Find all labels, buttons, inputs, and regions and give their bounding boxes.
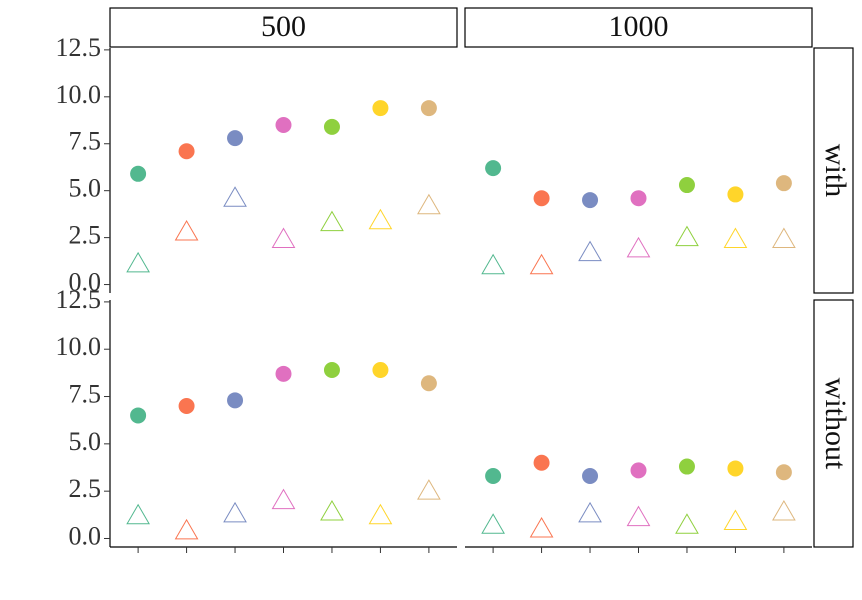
point xyxy=(582,192,599,209)
point xyxy=(533,454,550,471)
point xyxy=(723,227,748,248)
point xyxy=(126,251,150,273)
point xyxy=(481,253,505,275)
point xyxy=(126,503,150,525)
point xyxy=(675,513,699,534)
point xyxy=(529,517,554,538)
point xyxy=(420,100,437,117)
point xyxy=(275,116,292,133)
y-tick-label: 2.5 xyxy=(69,221,102,250)
point xyxy=(630,190,647,207)
point xyxy=(372,100,389,117)
point xyxy=(368,208,393,230)
point xyxy=(174,219,199,241)
y-tick-label: 0.0 xyxy=(69,268,102,297)
point xyxy=(275,365,292,382)
point xyxy=(417,193,441,215)
y-tick-label: 7.5 xyxy=(69,127,102,156)
strip xyxy=(813,299,854,548)
point xyxy=(320,210,344,232)
point xyxy=(323,118,340,135)
point xyxy=(320,499,344,521)
point xyxy=(582,468,599,485)
point xyxy=(626,236,651,258)
point xyxy=(678,458,695,475)
point xyxy=(630,462,647,479)
point xyxy=(223,186,247,207)
y-tick-label: 5.0 xyxy=(69,174,102,203)
y-tick-label: 12.5 xyxy=(56,33,102,62)
point xyxy=(772,499,796,521)
strip xyxy=(109,7,458,48)
point xyxy=(174,518,199,540)
point xyxy=(417,479,441,500)
point xyxy=(227,392,244,409)
point xyxy=(178,397,195,414)
point xyxy=(626,505,651,527)
point xyxy=(529,253,554,275)
strip xyxy=(464,7,813,48)
y-tick-label: 10.0 xyxy=(56,332,102,361)
point xyxy=(227,130,244,147)
point xyxy=(485,468,502,485)
point xyxy=(130,407,147,424)
point xyxy=(372,362,389,379)
point xyxy=(775,464,792,481)
y-tick-label: 10.0 xyxy=(56,80,102,109)
point xyxy=(772,227,796,248)
point xyxy=(223,501,247,523)
point xyxy=(723,509,748,530)
point xyxy=(420,375,437,392)
point xyxy=(178,143,195,160)
point xyxy=(368,503,393,525)
strip-label: with xyxy=(819,144,852,197)
point xyxy=(727,186,744,203)
y-tick-label: 0.0 xyxy=(69,521,102,550)
point xyxy=(481,513,505,534)
point xyxy=(775,175,792,192)
point xyxy=(727,460,744,477)
point xyxy=(675,225,699,247)
point xyxy=(271,227,296,248)
point xyxy=(271,488,296,510)
strip-label: without xyxy=(819,378,852,470)
point xyxy=(485,160,502,177)
point xyxy=(578,240,602,262)
y-tick-label: 5.0 xyxy=(69,427,102,456)
point xyxy=(323,362,340,379)
point xyxy=(678,177,695,194)
point xyxy=(533,190,550,207)
strip-label: 500 xyxy=(261,10,306,43)
point xyxy=(130,165,147,182)
y-tick-label: 7.5 xyxy=(69,379,102,408)
strip xyxy=(813,47,854,294)
point xyxy=(578,501,602,523)
y-tick-label: 2.5 xyxy=(69,474,102,503)
y-tick-label: 12.5 xyxy=(56,285,102,314)
strip-label: 1000 xyxy=(609,10,669,43)
